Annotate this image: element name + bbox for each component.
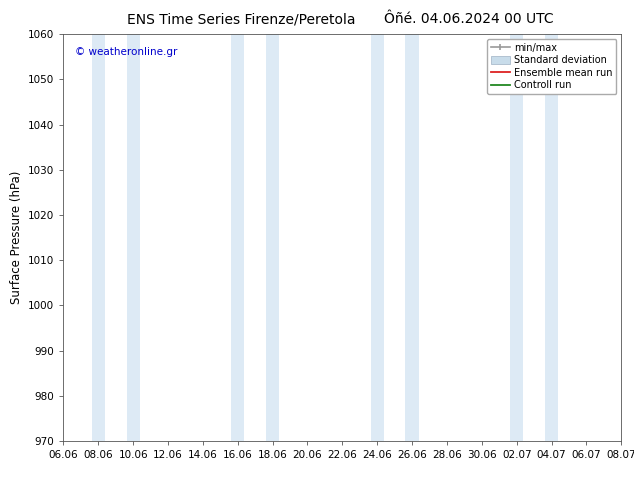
Bar (545, 34, 558, 441)
Y-axis label: Surface Pressure (hPa): Surface Pressure (hPa) (10, 171, 23, 304)
Bar (371, 34, 384, 441)
Text: ENS Time Series Firenze/Peretola: ENS Time Series Firenze/Peretola (127, 12, 355, 26)
Text: Ôñé. 04.06.2024 00 UTC: Ôñé. 04.06.2024 00 UTC (384, 12, 554, 26)
Text: © weatheronline.gr: © weatheronline.gr (75, 47, 177, 56)
Bar (127, 34, 139, 441)
Bar (231, 34, 244, 441)
Bar (510, 34, 523, 441)
Legend: min/max, Standard deviation, Ensemble mean run, Controll run: min/max, Standard deviation, Ensemble me… (487, 39, 616, 94)
Bar (92, 34, 105, 441)
Bar (406, 34, 418, 441)
Bar (266, 34, 279, 441)
